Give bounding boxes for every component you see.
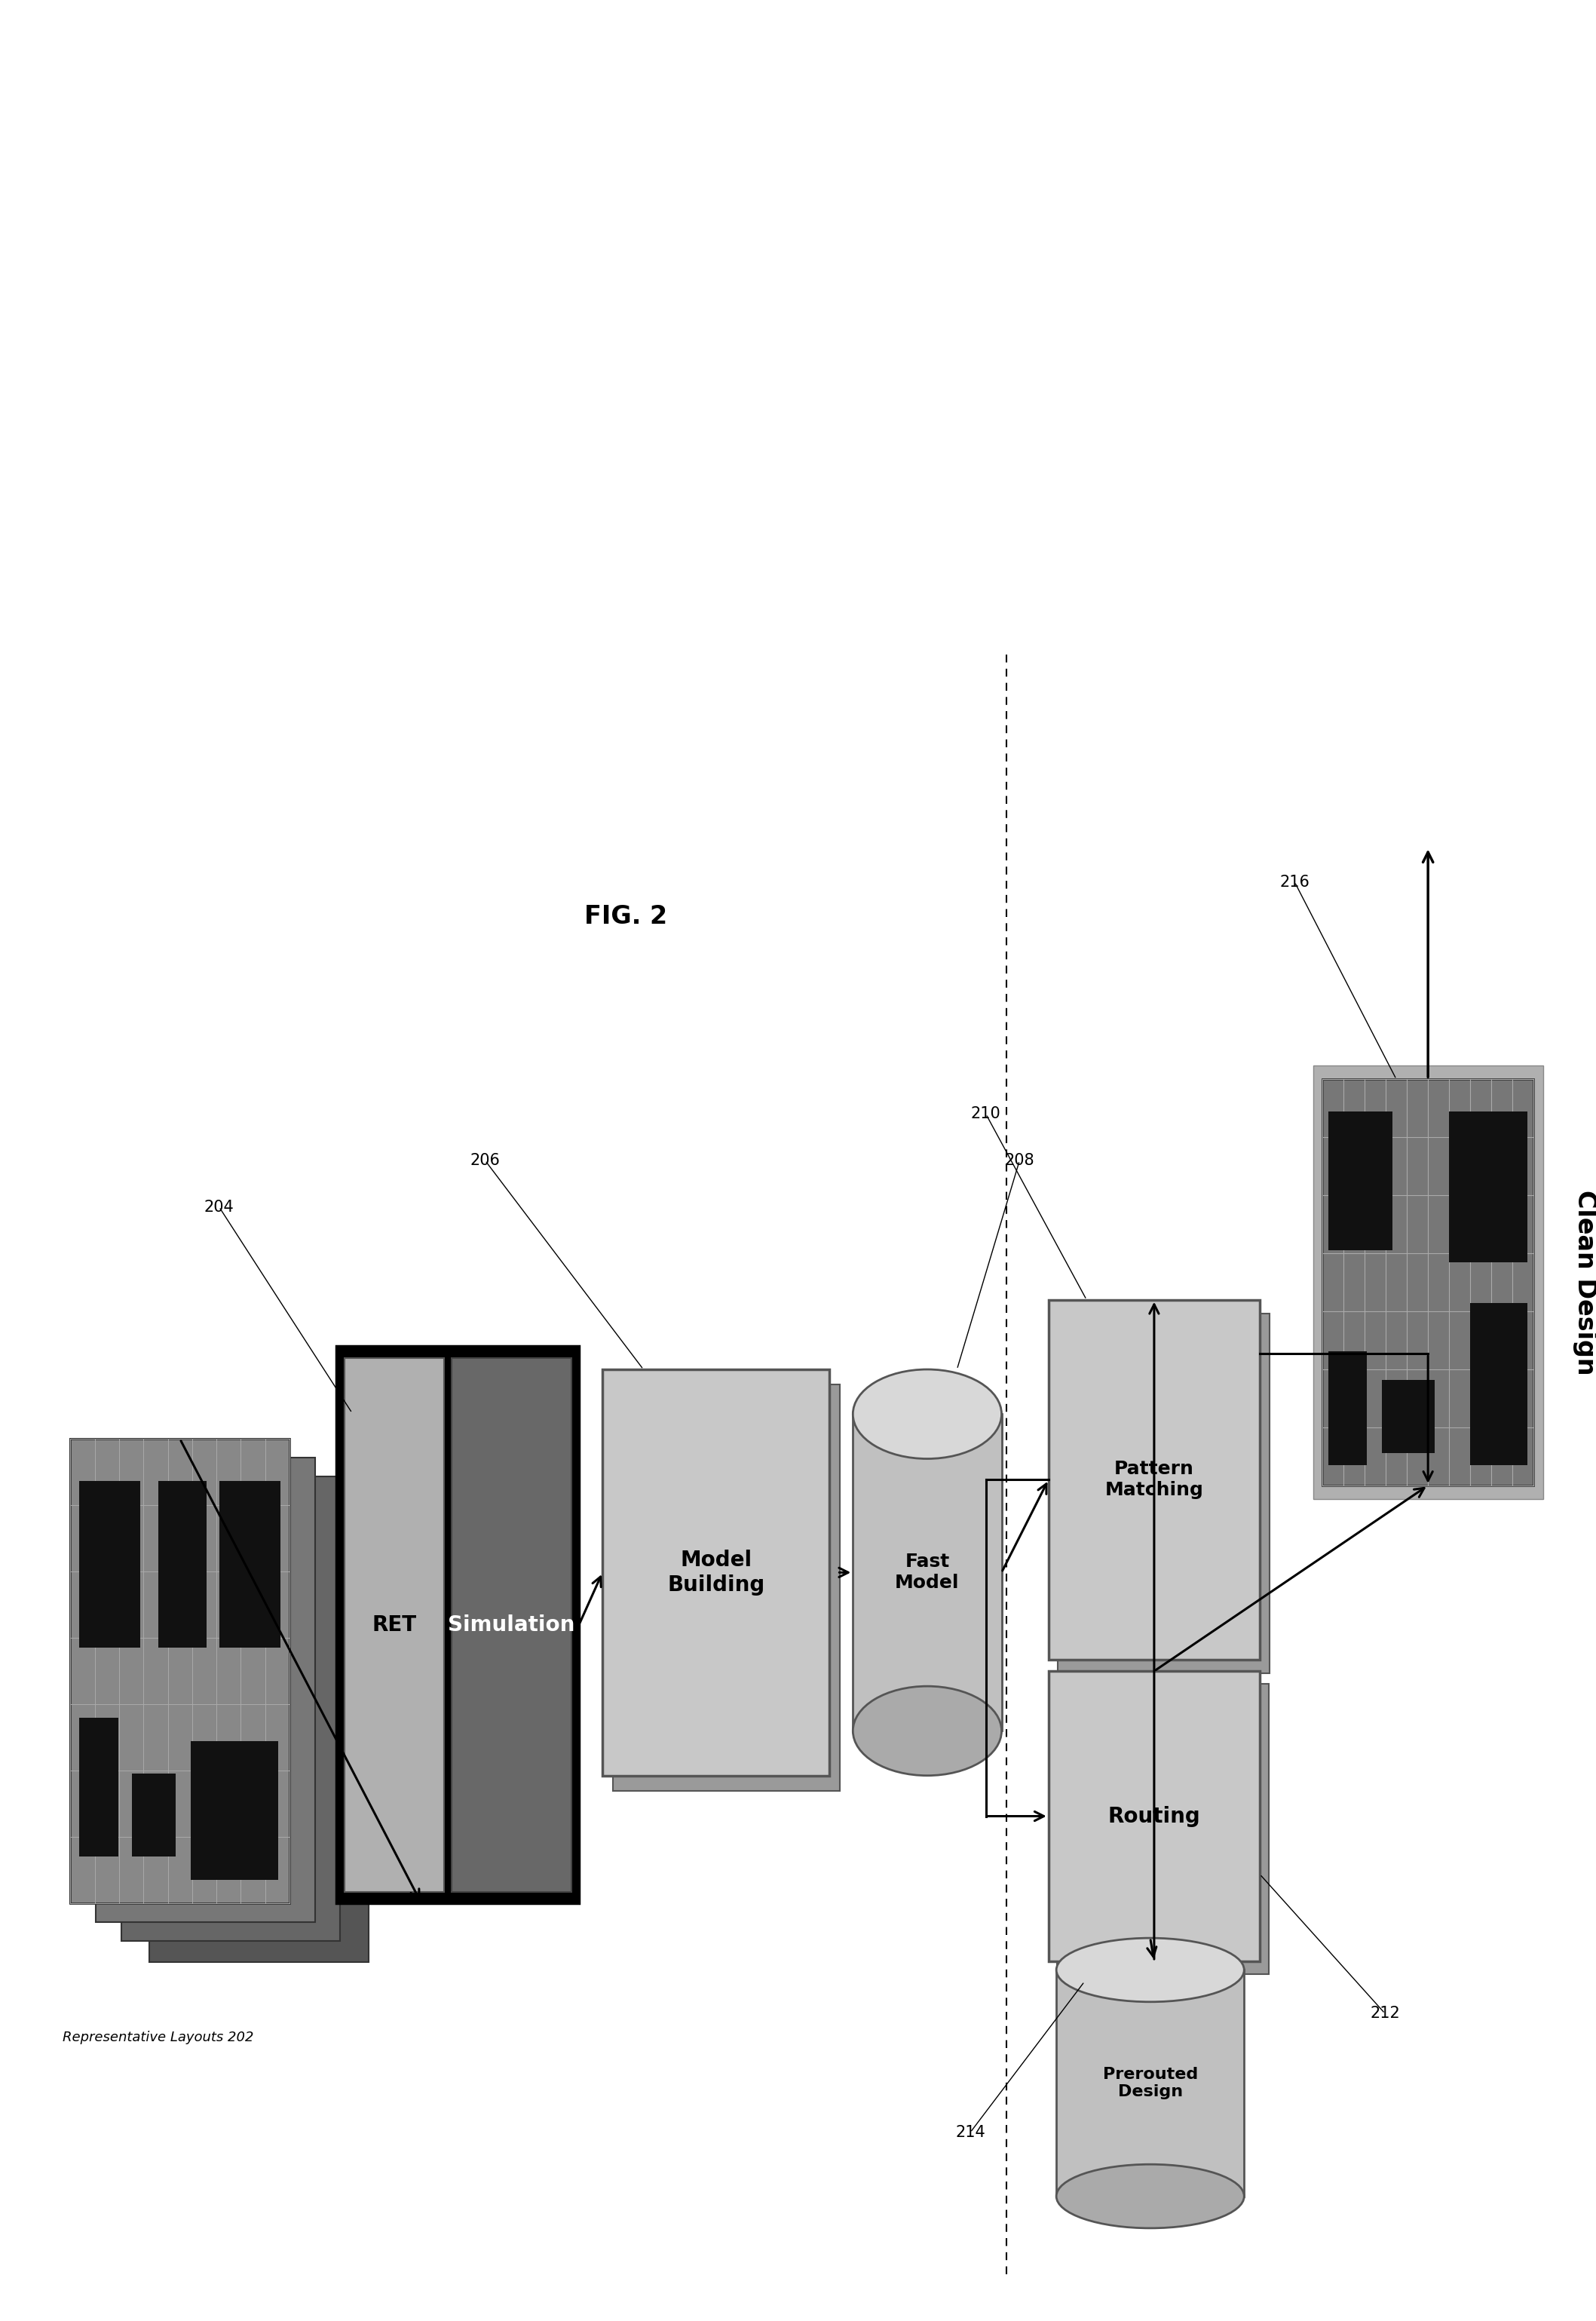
Bar [132, 1773, 176, 1857]
Text: Pattern
Matching: Pattern Matching [1104, 1460, 1203, 1499]
Text: 204: 204 [204, 1200, 235, 1214]
Text: FIG. 2: FIG. 2 [584, 905, 667, 928]
Bar [1323, 1079, 1534, 1485]
Ellipse shape [1057, 1938, 1245, 2001]
Text: Clean Design: Clean Design [1572, 1191, 1596, 1374]
Bar [1058, 1314, 1269, 1673]
Bar [1470, 1302, 1527, 1465]
Text: Simulation: Simulation [448, 1613, 575, 1636]
Bar [1049, 1671, 1259, 1961]
Bar [219, 1481, 281, 1648]
Ellipse shape [852, 1685, 1002, 1776]
Text: 212: 212 [1369, 2005, 1400, 2022]
Bar [337, 1346, 579, 1903]
Text: Prerouted
Design: Prerouted Design [1103, 2066, 1199, 2101]
Bar [345, 1358, 444, 1892]
Ellipse shape [1057, 2163, 1245, 2228]
Bar [1049, 1300, 1259, 1660]
Ellipse shape [852, 1369, 1002, 1460]
Bar [70, 1439, 289, 1903]
Text: RET: RET [372, 1613, 417, 1636]
Bar [192, 1741, 279, 1880]
Bar [1329, 1112, 1392, 1251]
Text: 208: 208 [1004, 1154, 1034, 1167]
Text: 210: 210 [970, 1107, 1001, 1121]
Bar [1057, 1685, 1269, 1975]
Bar [96, 1458, 314, 1922]
Bar [80, 1718, 118, 1857]
Bar [80, 1481, 140, 1648]
Text: 216: 216 [1280, 875, 1310, 889]
Text: Fast
Model: Fast Model [895, 1553, 959, 1592]
Bar [150, 1497, 369, 1961]
Text: Routing: Routing [1108, 1806, 1200, 1827]
Text: 206: 206 [471, 1154, 500, 1167]
Bar [452, 1358, 571, 1892]
Bar [1449, 1112, 1527, 1263]
Text: Representative Layouts 202: Representative Layouts 202 [62, 2031, 254, 2045]
Bar [1382, 1379, 1435, 1453]
Bar [1057, 1971, 1245, 2196]
Bar [1329, 1351, 1366, 1465]
Bar [121, 1476, 340, 1940]
Text: 214: 214 [956, 2126, 985, 2140]
Bar [158, 1481, 206, 1648]
Bar [70, 1439, 289, 1903]
Text: Model
Building: Model Building [667, 1550, 764, 1595]
Bar [613, 1386, 839, 1792]
Bar [603, 1369, 830, 1776]
Bar [852, 1413, 1002, 1731]
Bar [1314, 1065, 1543, 1499]
